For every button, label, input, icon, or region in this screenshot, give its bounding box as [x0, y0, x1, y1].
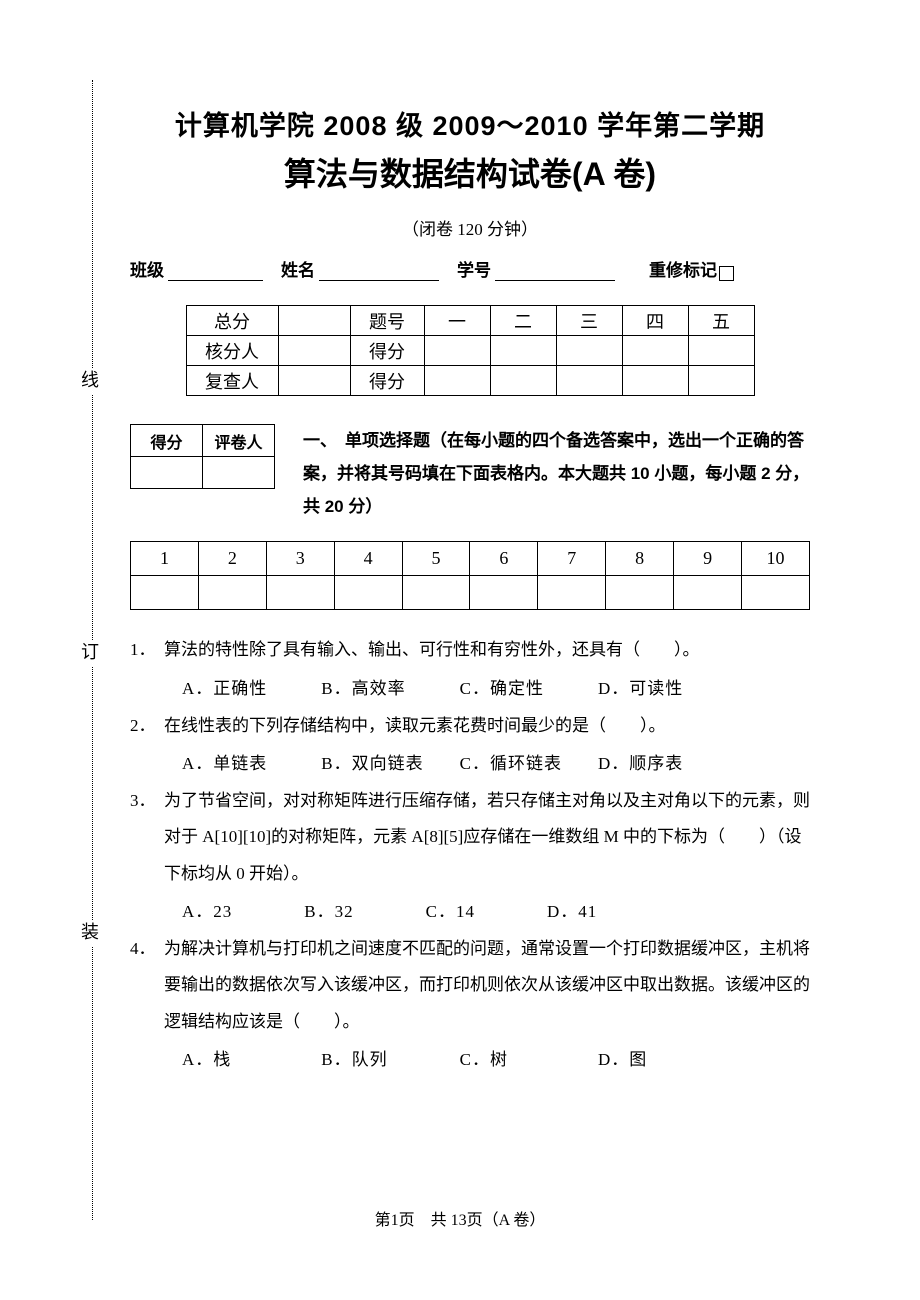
section-number: 一、 [303, 424, 345, 457]
binding-label-zhuang: 装 [76, 920, 102, 946]
class-blank[interactable] [168, 263, 263, 281]
question-4: 4． 为解决计算机与打印机之间速度不匹配的问题，通常设置一个打印数据缓冲区，主机… [130, 931, 810, 1041]
binding-label-ding: 订 [76, 640, 102, 666]
section-header-row: 得分 评卷人 一、单项选择题（在每小题的四个备选答案中，选出一个正确的答案，并将… [130, 424, 810, 523]
table-row: 复查人 得分 [186, 366, 754, 396]
question-3-options: A．23 B．32 C．14 D．41 [182, 894, 810, 931]
answer-grid: 1 2 3 4 5 6 7 8 9 10 [130, 541, 810, 610]
exam-subtitle: （闭卷 120 分钟） [130, 215, 810, 240]
page-footer: 第1页 共 13页（A 卷） [0, 1206, 920, 1230]
answer-cell[interactable] [334, 576, 402, 610]
id-blank[interactable] [495, 263, 615, 281]
section-1-description: 一、单项选择题（在每小题的四个备选答案中，选出一个正确的答案，并将其号码填在下面… [303, 424, 810, 523]
answer-cell[interactable] [742, 576, 810, 610]
answer-cell[interactable] [538, 576, 606, 610]
answer-cell[interactable] [674, 576, 742, 610]
table-row: 核分人 得分 [186, 336, 754, 366]
name-blank[interactable] [319, 263, 439, 281]
binding-label-xian: 线 [76, 368, 102, 394]
name-label: 姓名 [281, 256, 315, 281]
answer-cell[interactable] [470, 576, 538, 610]
question-2: 2． 在线性表的下列存储结构中，读取元素花费时间最少的是（ ）。 [130, 708, 810, 745]
table-row: 1 2 3 4 5 6 7 8 9 10 [131, 542, 810, 576]
class-label: 班级 [130, 256, 164, 281]
question-1-options: A．正确性 B．高效率 C．确定性 D．可读性 [182, 671, 810, 708]
grader-score-header: 得分 [131, 425, 203, 457]
page-content: 计算机学院 2008 级 2009～2010 学年第二学期 算法与数据结构试卷(… [130, 100, 810, 1079]
title-line-2: 算法与数据结构试卷(A 卷) [130, 149, 810, 195]
grader-table: 得分 评卷人 [130, 424, 275, 489]
retake-checkbox[interactable] [719, 266, 734, 281]
grader-name-cell[interactable] [203, 457, 275, 489]
score-summary-table: 总分 题号 一 二 三 四 五 核分人 得分 复查人 得分 [186, 305, 755, 396]
retake-label: 重修标记 [649, 256, 717, 281]
answer-cell[interactable] [198, 576, 266, 610]
question-1: 1． 算法的特性除了具有输入、输出、可行性和有穷性外，还具有（ ）。 [130, 632, 810, 669]
question-3: 3． 为了节省空间，对对称矩阵进行压缩存储，若只存储主对角以及主对角以下的元素，… [130, 783, 810, 893]
id-label: 学号 [457, 256, 491, 281]
answer-cell[interactable] [606, 576, 674, 610]
grader-score-cell[interactable] [131, 457, 203, 489]
grader-name-header: 评卷人 [203, 425, 275, 457]
title-line-1: 计算机学院 2008 级 2009～2010 学年第二学期 [130, 104, 810, 143]
table-row [131, 576, 810, 610]
questions-block: 1． 算法的特性除了具有输入、输出、可行性和有穷性外，还具有（ ）。 A．正确性… [130, 632, 810, 1079]
table-row: 总分 题号 一 二 三 四 五 [186, 306, 754, 336]
answer-cell[interactable] [402, 576, 470, 610]
question-2-options: A．单链表 B．双向链表 C．循环链表 D．顺序表 [182, 746, 810, 783]
answer-cell[interactable] [131, 576, 199, 610]
question-4-options: A．栈 B．队列 C．树 D．图 [182, 1042, 810, 1079]
student-info-line: 班级 姓名 学号 重修标记 [130, 256, 810, 281]
answer-cell[interactable] [266, 576, 334, 610]
section-text: 单项选择题（在每小题的四个备选答案中，选出一个正确的答案，并将其号码填在下面表格… [303, 431, 809, 516]
